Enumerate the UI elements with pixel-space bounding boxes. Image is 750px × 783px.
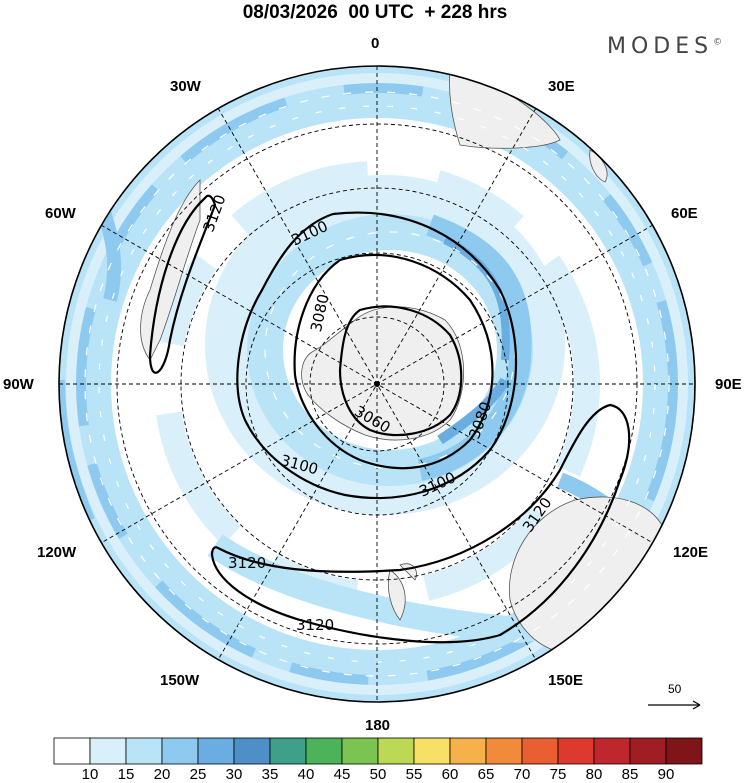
colorbar-swatch (233, 737, 271, 765)
lon-label-150w: 150W (160, 672, 200, 689)
colorbar-swatch (341, 737, 379, 765)
lon-label-30e: 30E (548, 78, 575, 95)
colorbar-tick-label: 90 (657, 766, 675, 783)
colorbar-tick-label: 65 (477, 766, 495, 783)
colorbar-swatch (593, 737, 631, 765)
colorbar-tick-label: 30 (225, 766, 243, 783)
map-title: 08/03/2026 00 UTC + 228 hrs (242, 2, 508, 23)
contour-label-3120-bottom: 3120 (296, 616, 334, 634)
colorbar-tick-label: 45 (333, 766, 351, 783)
colorbar-tick-label: 40 (297, 766, 315, 783)
colorbar-tick-label: 35 (261, 766, 279, 783)
colorbar-swatch (449, 737, 487, 765)
colorbar-swatch (557, 737, 595, 765)
colorbar-swatch (629, 737, 667, 765)
colorbar (53, 737, 703, 765)
colorbar-swatch (665, 737, 703, 765)
lon-label-180: 180 (365, 717, 391, 734)
colorbar-swatch (197, 737, 235, 765)
colorbar-swatch (413, 737, 451, 765)
colorbar-tick-label: 75 (549, 766, 567, 783)
antarctica (301, 306, 464, 441)
colorbar-tick-label: 70 (513, 766, 531, 783)
lon-label-120e: 120E (673, 544, 709, 561)
brand-name: MODES (607, 34, 714, 59)
colorbar-swatch (125, 737, 163, 765)
contour-3060 (338, 305, 463, 437)
colorbar-tick-label: 80 (585, 766, 603, 783)
copyright-mark: © (713, 37, 723, 48)
globe-outline (58, 65, 696, 703)
colorbar-tick-label: 10 (81, 766, 99, 783)
colorbar-swatch (161, 737, 199, 765)
lon-label-60w: 60W (45, 205, 76, 222)
colorbar-tick-label: 60 (441, 766, 459, 783)
colorbar-swatch (305, 737, 343, 765)
colorbar-tick-label: 25 (189, 766, 207, 783)
contour-3080 (293, 253, 494, 470)
colorbar-tick-label: 50 (369, 766, 387, 783)
colorbar-swatch (89, 737, 127, 765)
contour-3120-east (210, 403, 631, 644)
lon-label-90e: 90E (715, 376, 742, 393)
colorbar-swatch (377, 737, 415, 765)
colorbar-swatch (53, 737, 91, 765)
lon-label-30w: 30W (170, 78, 201, 95)
contour-label-3120-south: 3120 (228, 554, 266, 572)
height-contours (148, 194, 631, 644)
reference-vector-label: 50 (668, 682, 682, 696)
colorbar-tick-label: 15 (117, 766, 135, 783)
colorbar-swatch (521, 737, 559, 765)
new-zealand (387, 569, 406, 621)
colorbar-tick-label: 85 (621, 766, 639, 783)
lon-label-150e: 150E (548, 672, 584, 689)
lon-label-0: 0 (371, 35, 380, 52)
lon-label-120w: 120W (37, 544, 77, 561)
contour-3100 (236, 211, 518, 500)
lon-label-90w: 90W (3, 376, 34, 393)
colorbar-swatch (485, 737, 523, 765)
south-pole-marker (374, 381, 380, 387)
lon-label-60e: 60E (671, 205, 698, 222)
colorbar-tick-label: 20 (153, 766, 171, 783)
colorbar-swatch (269, 737, 307, 765)
colorbar-tick-label: 55 (405, 766, 423, 783)
brand-logo: MODES© (607, 34, 722, 59)
reference-vector-arrow (648, 700, 701, 710)
contour-3120-west (148, 194, 217, 374)
